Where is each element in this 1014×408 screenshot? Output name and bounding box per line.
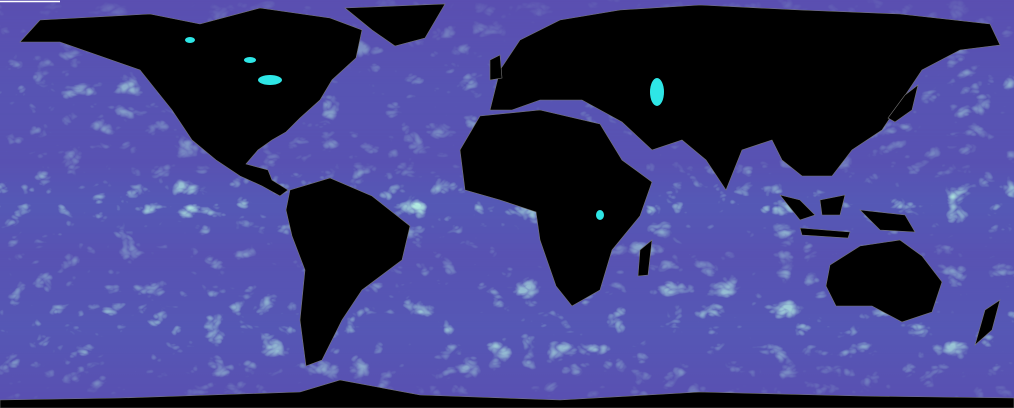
madagascar	[637, 239, 653, 277]
north-america	[19, 7, 363, 197]
south-america	[285, 177, 411, 367]
new-zealand	[974, 299, 1001, 346]
africa	[459, 109, 653, 307]
lakes	[185, 37, 664, 220]
eurasia	[489, 4, 1001, 191]
continents	[0, 3, 1014, 408]
indonesia	[779, 194, 916, 239]
great-lakes	[258, 75, 282, 85]
australia	[825, 239, 943, 323]
caspian-sea	[650, 78, 664, 106]
lake	[244, 57, 256, 63]
british-isles	[489, 54, 503, 81]
lake	[185, 37, 195, 43]
greenland	[344, 3, 446, 47]
lake-victoria	[596, 210, 604, 220]
antarctica	[0, 379, 1014, 408]
japan	[887, 84, 919, 123]
